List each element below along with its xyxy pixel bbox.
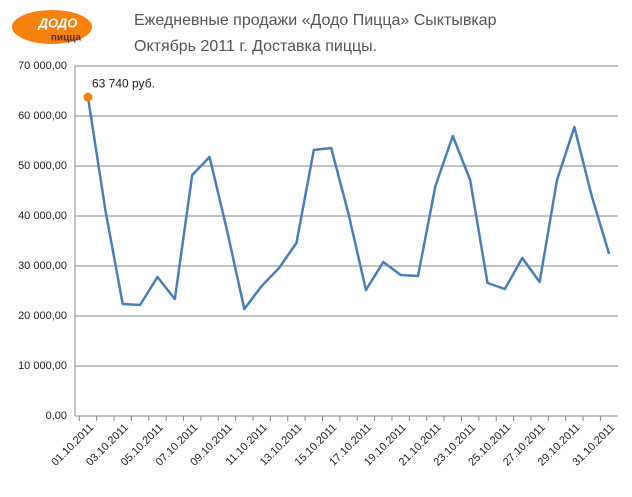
y-tick-label: 0,00 bbox=[46, 410, 67, 422]
y-tick-label: 60 000,00 bbox=[18, 110, 67, 122]
chart-title: Ежедневные продажи «Додо Пицца» Сыктывка… bbox=[134, 12, 497, 29]
logo-text: пицца bbox=[51, 33, 82, 44]
logo: ДОДО пицца bbox=[12, 10, 92, 44]
logo-text: ДОДО bbox=[38, 15, 78, 30]
value-label: 63 740 руб. bbox=[92, 76, 155, 90]
chart-subtitle: Октябрь 2011 г. Доставка пиццы. bbox=[134, 38, 377, 55]
y-tick-label: 20 000,00 bbox=[18, 310, 67, 322]
highlight-point bbox=[83, 92, 93, 102]
line-series bbox=[86, 97, 611, 311]
logo-shape bbox=[12, 10, 92, 44]
y-tick-label: 50 000,00 bbox=[18, 160, 67, 172]
y-tick-label: 40 000,00 bbox=[18, 210, 67, 222]
y-tick-label: 10 000,00 bbox=[18, 360, 67, 372]
y-tick-label: 30 000,00 bbox=[18, 260, 67, 272]
y-tick-label: 70 000,00 bbox=[18, 60, 67, 72]
